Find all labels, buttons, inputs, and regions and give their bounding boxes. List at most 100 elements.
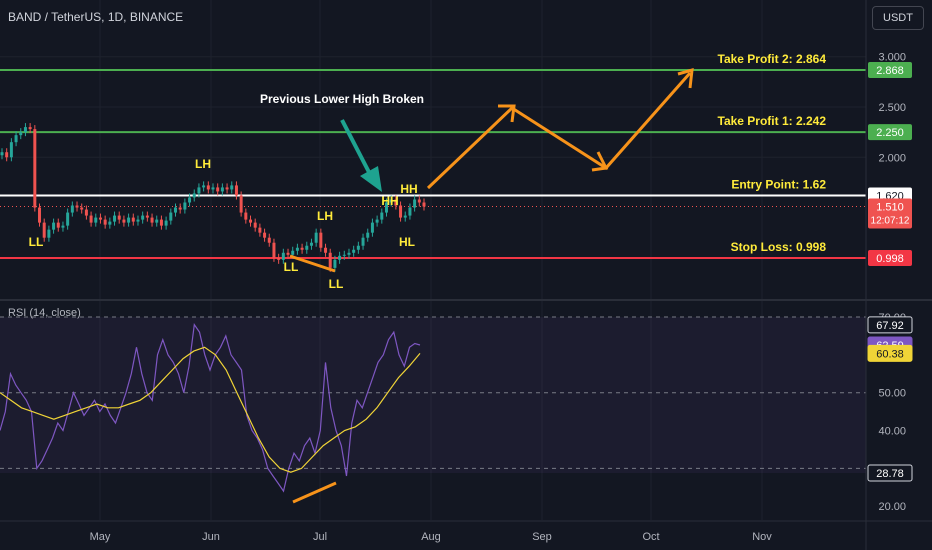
level-badge-bg-0 xyxy=(868,62,912,78)
candle-body xyxy=(0,152,4,156)
candle-body xyxy=(291,250,295,255)
candle-body xyxy=(220,187,224,192)
candle-body xyxy=(103,219,107,225)
callout-arrowhead xyxy=(360,166,382,192)
candle-body xyxy=(94,217,98,223)
candle-body xyxy=(314,232,318,243)
rsi-badge-bg-3 xyxy=(867,464,913,482)
candle-body xyxy=(249,219,253,223)
divergence-line-rsi xyxy=(292,481,337,504)
price-tick-label: 3.000 xyxy=(878,52,906,64)
candle-body xyxy=(84,209,88,216)
candle-body xyxy=(366,232,370,238)
candle-body xyxy=(61,225,65,228)
time-tick-label: Oct xyxy=(642,531,659,543)
candle-body xyxy=(230,185,234,190)
currency-button[interactable]: USDT xyxy=(872,6,924,30)
rsi-badge-2: 60.38 xyxy=(876,348,904,360)
candle-body xyxy=(384,202,388,213)
candle-body xyxy=(9,142,13,158)
candle-body xyxy=(188,197,192,203)
candle-body xyxy=(127,217,131,223)
symbol-title: BAND / TetherUS, 1D, BINANCE xyxy=(8,10,184,24)
candle-body xyxy=(239,195,243,213)
candle-body xyxy=(338,255,342,260)
candle-body xyxy=(159,219,163,226)
candle-body xyxy=(361,237,365,246)
structure-label-ll: LL xyxy=(329,277,344,291)
time-tick-label: Jul xyxy=(313,531,327,543)
candle-body xyxy=(141,215,145,220)
candle-body xyxy=(206,185,210,190)
candle-body xyxy=(108,221,112,225)
candle-body xyxy=(281,252,285,260)
candle-body xyxy=(422,202,426,207)
candle-body xyxy=(28,127,32,130)
candle-body xyxy=(394,199,398,206)
candle-body xyxy=(286,252,290,255)
candle-body xyxy=(277,257,281,260)
candle-body xyxy=(380,212,384,220)
rsi-ma-line xyxy=(0,346,421,473)
grid-lines xyxy=(0,0,866,520)
candle-body xyxy=(342,254,346,256)
candle-body xyxy=(319,232,323,248)
candle-body xyxy=(399,205,403,218)
last-price-badge: 1.510 xyxy=(876,202,904,214)
candle-body xyxy=(33,129,37,208)
candle-body xyxy=(136,219,140,222)
candle-body xyxy=(89,215,93,223)
level-badge-0: 2.868 xyxy=(876,65,904,77)
structure-label-hh: HH xyxy=(381,194,398,208)
rsi-badge-bg-0 xyxy=(867,316,913,334)
candle-body xyxy=(295,247,299,251)
rsi-panel: RSI (14, close) xyxy=(0,307,866,493)
time-tick-label: May xyxy=(90,531,111,543)
level-badge-1: 2.250 xyxy=(876,127,904,139)
level-label-1: Take Profit 1: 2.242 xyxy=(718,114,827,128)
rsi-line xyxy=(0,322,421,493)
candle-body xyxy=(197,187,201,194)
candle-body xyxy=(263,232,267,238)
rsi-badge-3: 28.78 xyxy=(876,468,904,480)
candle-body xyxy=(234,185,238,196)
candle-body xyxy=(216,187,220,192)
time-tick-label: Jun xyxy=(202,531,220,543)
level-label-2: Entry Point: 1.62 xyxy=(731,177,826,191)
candle-body xyxy=(164,220,168,226)
candle-body xyxy=(417,199,421,203)
candle-body xyxy=(42,222,46,238)
candle-body xyxy=(202,185,206,188)
candle-body xyxy=(56,222,60,228)
candle-body xyxy=(305,245,309,250)
candle-body xyxy=(14,135,18,143)
candle-body xyxy=(375,219,379,223)
price-tick-label: 2.000 xyxy=(878,152,906,164)
candle-body xyxy=(300,247,304,250)
divergence-line-price xyxy=(289,254,336,273)
candle-body xyxy=(413,199,417,208)
candle-body xyxy=(253,222,257,228)
candle-body xyxy=(272,242,276,258)
candle-body xyxy=(169,212,173,221)
candle-body xyxy=(155,219,159,223)
candle-body xyxy=(52,222,56,230)
time-tick-label: Sep xyxy=(532,531,552,543)
candle-body xyxy=(333,259,337,268)
candle-body xyxy=(183,202,187,210)
candle-body xyxy=(408,207,412,216)
candle-body xyxy=(352,249,356,253)
level-label-3: Stop Loss: 0.998 xyxy=(731,240,827,254)
candle-body xyxy=(192,193,196,198)
candle-body xyxy=(113,215,117,222)
structure-label-lh: LH xyxy=(317,209,333,223)
candle-body xyxy=(131,217,135,222)
rsi-tick-label: 20.00 xyxy=(878,501,906,513)
candle-body xyxy=(47,229,51,238)
projection-arrowhead-1 xyxy=(498,104,516,123)
price-levels: Take Profit 2: 2.864 2.868 Take Profit 1: … xyxy=(0,52,912,266)
candle-body xyxy=(66,212,70,226)
